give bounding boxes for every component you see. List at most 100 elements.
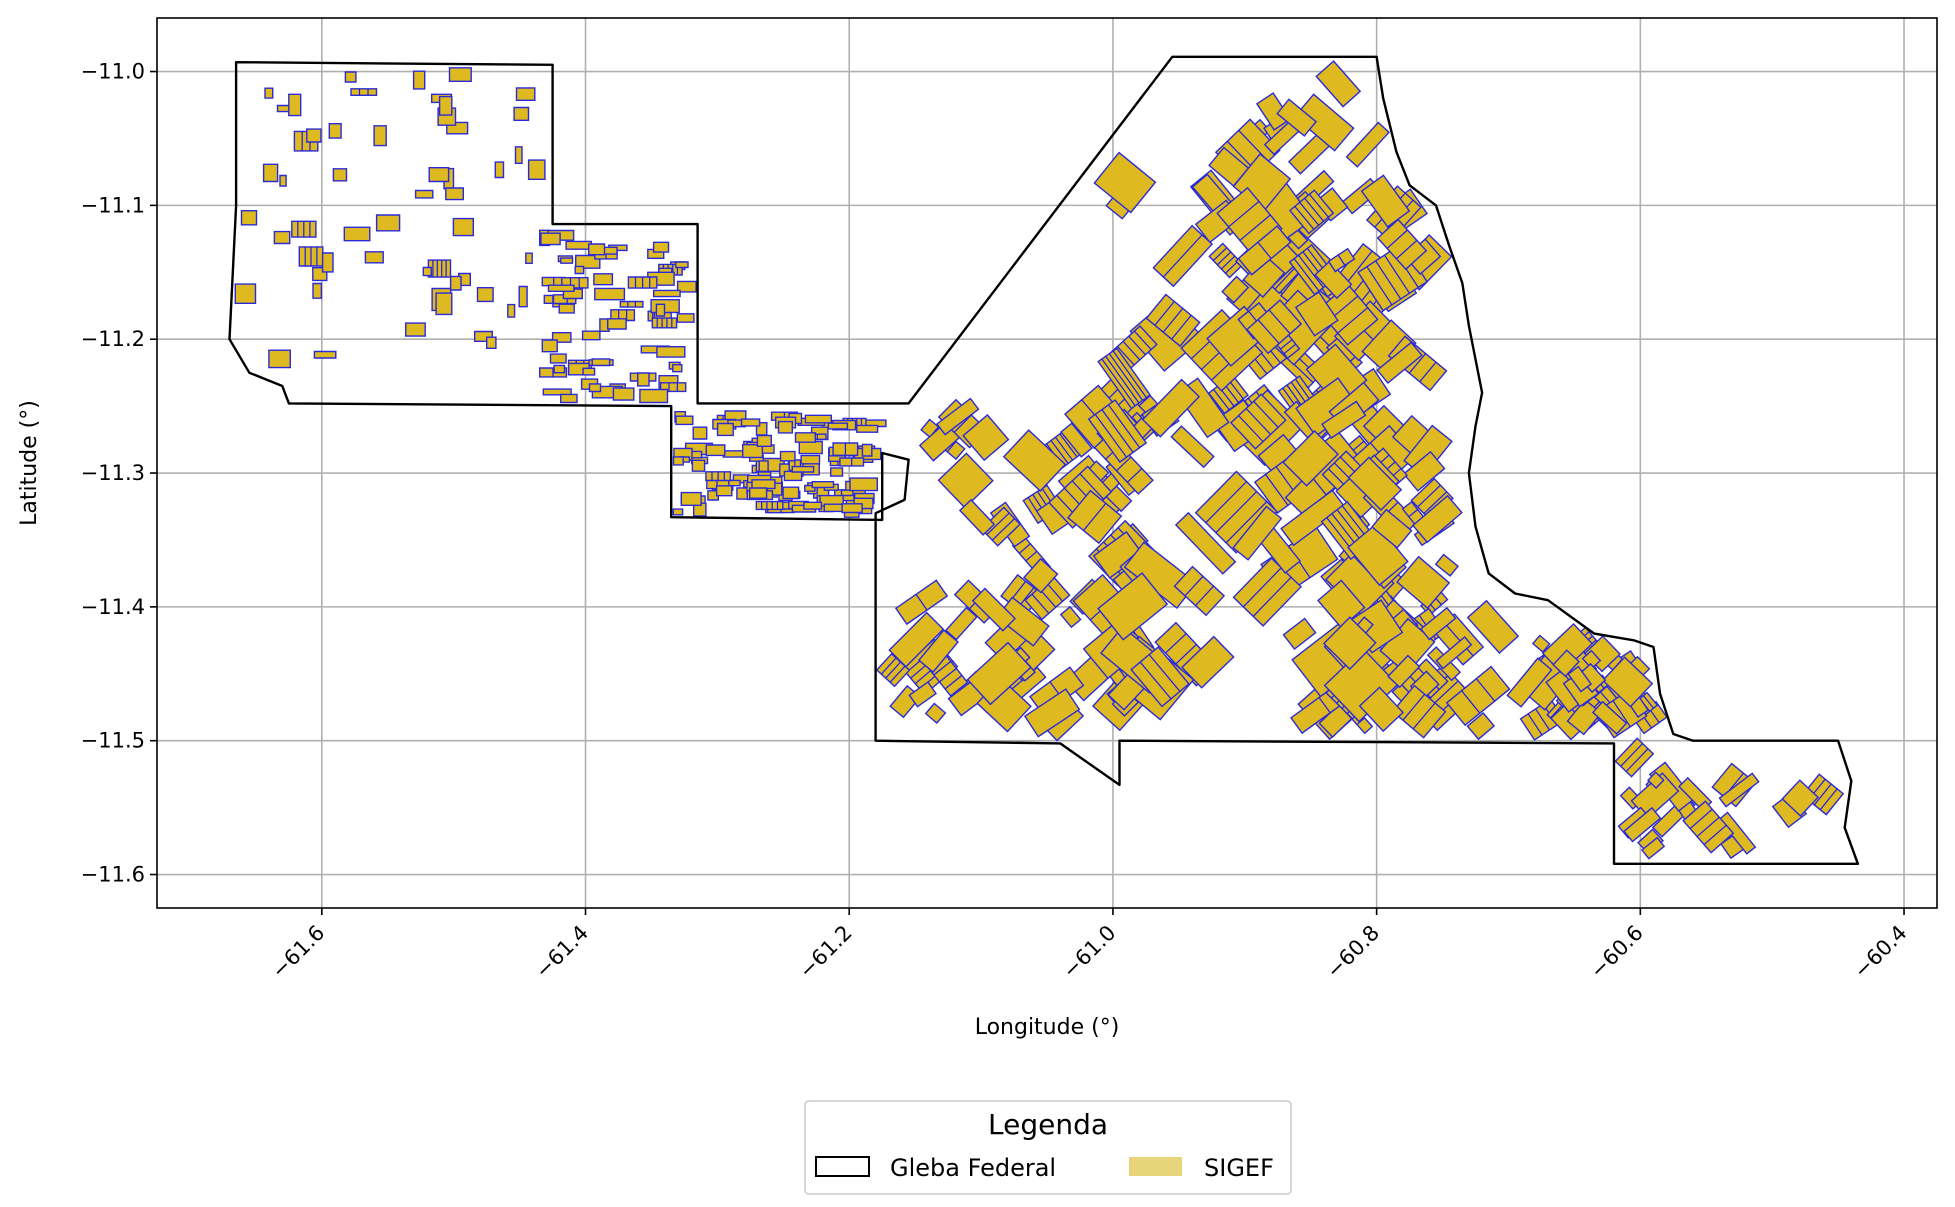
sigef-parcel	[1173, 565, 1226, 617]
sigef-parcel	[599, 318, 610, 332]
sigef-parcel-divider	[933, 660, 952, 676]
sigef-parcel	[591, 358, 611, 367]
sigef-parcel-shape	[264, 87, 274, 99]
sigef-parcel-divider	[1412, 702, 1436, 730]
sigef-parcel	[1411, 494, 1463, 544]
legend-title: Legenda	[988, 1108, 1108, 1141]
sigef-parcel-divider	[1535, 708, 1551, 731]
sigef-parcel-shape	[655, 303, 666, 317]
sigef-parcel-shape	[543, 294, 554, 304]
sigef-parcel-shape	[1232, 505, 1283, 561]
sigef-parcel-shape	[558, 303, 575, 314]
sigef-parcel	[707, 490, 719, 501]
sigef-parcel-shape	[1402, 450, 1446, 492]
sigef-parcel	[1059, 605, 1082, 629]
sigef-parcel-shape	[1023, 688, 1081, 738]
sigef-parcel	[612, 387, 635, 401]
sigef-parcel	[321, 252, 334, 273]
sigef-parcel-shape	[515, 87, 536, 102]
sigef-parcel	[350, 88, 378, 97]
sigef-parcel-divider	[1195, 585, 1215, 607]
sigef-parcel-divider	[1642, 695, 1655, 709]
y-tick-label: −11.3	[81, 461, 145, 485]
sigef-parcel-shape	[742, 444, 764, 459]
legend: Legenda Gleba Federal SIGEF	[804, 1100, 1292, 1195]
sigef-parcel-shape	[449, 275, 462, 291]
sigef-parcel	[1371, 508, 1413, 549]
sigef-parcel	[328, 122, 342, 139]
sigef-parcel-shape	[588, 243, 606, 256]
y-tick-label: −11.4	[81, 595, 145, 619]
sigef-parcel-divider	[1025, 550, 1038, 562]
sigef-parcel-shape	[279, 174, 287, 187]
sigef-parcel	[541, 339, 558, 353]
sigef-parcel	[1718, 811, 1757, 855]
sigef-parcel-shape	[971, 587, 1016, 632]
sigef-parcel-divider	[1245, 408, 1271, 435]
sigef-parcel-divider	[1216, 251, 1232, 266]
sigef-parcel	[527, 159, 546, 181]
sigef-parcel	[1682, 800, 1735, 854]
sigef-parcel	[1434, 553, 1459, 577]
sigef-parcel-shape	[343, 226, 371, 242]
sigef-parcel	[435, 292, 453, 316]
sigef-parcel	[740, 418, 761, 427]
sigef-parcel	[840, 489, 854, 497]
sigef-parcel	[794, 432, 816, 443]
sigef-parcel-shape	[373, 125, 387, 147]
sigef-parcel	[1152, 224, 1214, 288]
sigef-parcel	[1130, 646, 1190, 708]
sigef-parcel-shape	[672, 364, 683, 373]
sigef-parcel	[1067, 489, 1123, 545]
sigef-parcel	[581, 330, 601, 341]
sigef-parcel-shape	[1097, 572, 1169, 641]
sigef-parcel-divider	[1375, 260, 1402, 300]
sigef-parcel-shape	[1276, 98, 1318, 137]
sigef-parcel	[1396, 555, 1451, 610]
sigef-parcel-shape	[541, 339, 558, 353]
sigef-parcel-shape	[1321, 400, 1367, 439]
sigef-parcel	[549, 353, 567, 364]
sigef-parcel-divider	[1253, 400, 1279, 428]
sigef-parcel-divider	[1154, 301, 1175, 326]
sigef-parcel	[839, 457, 865, 467]
sigef-parcel	[1567, 665, 1593, 693]
sigef-parcel	[1282, 430, 1339, 487]
sigef-parcel	[1294, 291, 1339, 337]
sigef-parcel	[908, 681, 937, 708]
sigef-parcel-shape	[234, 283, 257, 304]
sigef-parcel	[507, 303, 516, 318]
sigef-parcel	[811, 481, 835, 489]
sigef-parcel	[313, 350, 337, 359]
sigef-parcel-divider	[1139, 661, 1172, 700]
sigef-parcel-divider	[1116, 456, 1132, 472]
sigef-parcel-shape	[262, 163, 279, 183]
sigef-parcel	[1358, 686, 1404, 733]
sigef-parcel	[1194, 470, 1278, 554]
sigef-parcel	[364, 251, 384, 264]
sigef-parcel-shape	[1288, 189, 1335, 235]
sigef-parcel-divider	[1079, 473, 1104, 500]
sigef-parcel-divider	[1294, 206, 1315, 230]
sigef-parcel-shape	[1347, 522, 1409, 587]
sigef-parcel	[540, 232, 561, 246]
sigef-parcel-divider	[1383, 254, 1411, 294]
sigef-parcel-shape	[804, 414, 832, 424]
sigef-parcel	[1376, 341, 1423, 384]
sigef-parcel-divider	[1337, 307, 1369, 334]
sigef-parcel-divider	[889, 665, 906, 683]
sigef-parcel-divider	[1238, 415, 1264, 443]
sigef-parcel	[1221, 275, 1250, 304]
sigef-parcel	[343, 226, 371, 242]
sigef-parcel-shape	[312, 282, 323, 299]
sigef-parcel-divider	[1265, 474, 1289, 506]
sigef-parcel-shape	[779, 450, 796, 462]
sigef-parcel	[1208, 242, 1244, 279]
sigef-parcel	[656, 346, 686, 358]
sigef-parcel-divider	[1461, 690, 1481, 714]
sigef-parcel	[728, 479, 741, 487]
sigef-parcel-shape	[1002, 429, 1067, 492]
sigef-parcel	[306, 128, 322, 143]
sigef-parcel-shape	[547, 284, 575, 292]
sigef-parcel-shape	[599, 318, 610, 332]
